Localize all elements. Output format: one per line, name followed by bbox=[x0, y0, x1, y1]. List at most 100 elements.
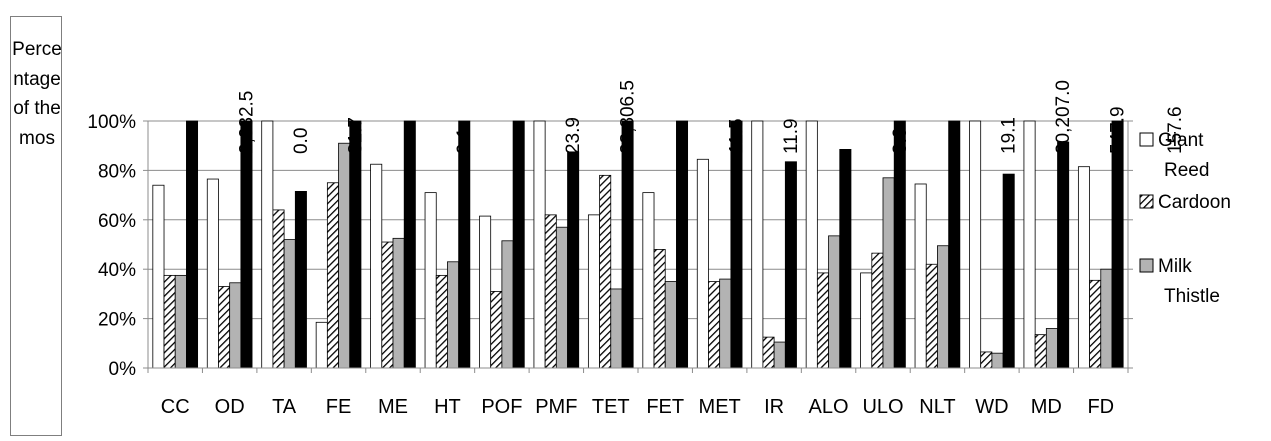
bar-pmf-series-4 bbox=[567, 151, 580, 369]
bar-tet-series-1 bbox=[587, 214, 600, 369]
value-label: 0.0 bbox=[291, 128, 312, 154]
x-tick-label: FD bbox=[1087, 396, 1114, 418]
bar-nlt-series-4 bbox=[948, 120, 961, 369]
bar-wd-series-3 bbox=[991, 352, 1004, 369]
bar-pmf-series-1 bbox=[533, 120, 546, 369]
bar-tet-series-3 bbox=[610, 288, 623, 369]
y-tick-label: 80% bbox=[98, 161, 136, 182]
bar-alo-series-3 bbox=[828, 235, 841, 369]
bar-fd-series-2 bbox=[1089, 279, 1102, 369]
bar-ulo-series-3 bbox=[882, 177, 895, 369]
x-tick-label: ME bbox=[378, 396, 408, 418]
x-tick-label: MET bbox=[699, 396, 741, 418]
y-tick-label: 0% bbox=[109, 359, 137, 380]
bar-ir-series-1 bbox=[751, 120, 764, 369]
x-tick-label: IR bbox=[764, 396, 784, 418]
y-tick-label: 100% bbox=[87, 112, 136, 133]
y-tick-label: 20% bbox=[98, 310, 136, 331]
x-tick-label: TET bbox=[592, 396, 630, 418]
x-tick-label: FE bbox=[326, 396, 352, 418]
bar-ta-series-3 bbox=[283, 239, 296, 369]
bar-cc-series-2 bbox=[163, 274, 176, 369]
bar-ta-series-2 bbox=[272, 209, 285, 369]
bar-fet-series-1 bbox=[642, 192, 655, 369]
axes: 0% 20% 40% 60% 80% 100% CC OD TA FE ME HT POF PMF TET F… bbox=[87, 112, 1133, 418]
value-label: 2,032.5 bbox=[236, 91, 257, 154]
bar-od-series-2 bbox=[218, 286, 231, 369]
bar-fe-series-3 bbox=[338, 142, 351, 369]
bar-met-series-1 bbox=[696, 158, 709, 369]
value-label: 3.0 bbox=[890, 128, 911, 154]
value-label: 23,806.5 bbox=[618, 80, 639, 154]
bar-pmf-series-2 bbox=[544, 214, 557, 369]
bar-ir-series-3 bbox=[773, 341, 786, 369]
legend-label-3: Milk Thistle bbox=[1158, 256, 1220, 307]
x-tick-label: HT bbox=[434, 396, 461, 418]
value-label: 11.5 bbox=[726, 118, 747, 154]
value-label: 9.1 bbox=[454, 128, 475, 154]
bar-fe-series-1 bbox=[315, 321, 328, 369]
value-label: 19.1 bbox=[999, 117, 1020, 154]
bar-ht-series-3 bbox=[447, 261, 460, 369]
legend-swatch-1 bbox=[1139, 132, 1154, 147]
legend-label-2: Cardoon bbox=[1158, 192, 1231, 213]
bar-fet-series-2 bbox=[653, 249, 666, 369]
bar-nlt-series-2 bbox=[925, 263, 938, 369]
bar-me-series-4 bbox=[403, 120, 416, 369]
bar-alo-series-2 bbox=[816, 272, 829, 369]
value-label: 20,207.0 bbox=[1053, 80, 1074, 154]
value-label: 81.7 bbox=[345, 117, 366, 154]
x-tick-label: POF bbox=[481, 396, 522, 418]
bar-me-series-3 bbox=[392, 237, 405, 369]
bar-wd-series-4 bbox=[1002, 173, 1015, 369]
bar-md-series-1 bbox=[1023, 120, 1036, 369]
x-tick-label: OD bbox=[215, 396, 245, 418]
bar-cc-series-3 bbox=[174, 274, 187, 369]
x-tick-label: MD bbox=[1031, 396, 1062, 418]
bar-ulo-series-4 bbox=[893, 120, 906, 369]
bar-met-series-3 bbox=[719, 278, 732, 369]
bar-fd-series-4 bbox=[1111, 120, 1124, 369]
x-tick-label: ALO bbox=[809, 396, 849, 418]
y-axis-label-box: Percentage of the mos bbox=[10, 16, 62, 436]
bar-pof-series-1 bbox=[479, 215, 492, 369]
value-labels: 2,032.5 0.0 81.7 9.1 23.9 23,806.5 11.5 11.9 3.0… bbox=[236, 80, 1186, 154]
legend-swatch-3 bbox=[1139, 258, 1154, 273]
bar-ulo-series-1 bbox=[860, 272, 873, 369]
bar-pof-series-2 bbox=[490, 291, 503, 369]
bar-alo-series-1 bbox=[805, 120, 818, 369]
y-tick-label: 40% bbox=[98, 260, 136, 281]
bar-cc-series-1 bbox=[152, 184, 165, 369]
bar-me-series-2 bbox=[381, 241, 394, 369]
gridlines bbox=[148, 120, 1128, 320]
bar-ta-series-1 bbox=[261, 120, 274, 369]
bar-pmf-series-3 bbox=[555, 226, 568, 369]
x-tick-label: FET bbox=[646, 396, 684, 418]
y-tick-label: 60% bbox=[98, 211, 136, 232]
x-tick-label: CC bbox=[161, 396, 190, 418]
x-tick-label: WD bbox=[975, 396, 1008, 418]
bar-me-series-1 bbox=[370, 163, 383, 369]
legend-label-1: Giant Reed bbox=[1158, 130, 1209, 181]
bar-ulo-series-2 bbox=[871, 252, 884, 369]
x-tick-label: TA bbox=[272, 396, 297, 418]
bar-ta-series-4 bbox=[294, 190, 307, 369]
bar-wd-series-2 bbox=[980, 351, 993, 369]
bar-md-series-4 bbox=[1057, 141, 1070, 369]
bar-od-series-3 bbox=[229, 282, 242, 369]
bar-pof-series-3 bbox=[501, 240, 514, 369]
bar-tet-series-2 bbox=[599, 174, 612, 369]
bar-od-series-4 bbox=[240, 120, 253, 369]
bars bbox=[152, 120, 1124, 369]
bar-fet-series-4 bbox=[676, 120, 689, 369]
bar-cc-series-4 bbox=[186, 120, 199, 369]
value-label: 547.9 bbox=[1108, 106, 1129, 154]
bar-ir-series-2 bbox=[762, 336, 775, 369]
y-axis-label: Percentage of the mos bbox=[12, 39, 62, 149]
bar-nlt-series-1 bbox=[914, 183, 927, 369]
value-label: 11.9 bbox=[781, 118, 802, 154]
bar-md-series-2 bbox=[1034, 334, 1047, 369]
bar-fe-series-4 bbox=[349, 120, 362, 369]
